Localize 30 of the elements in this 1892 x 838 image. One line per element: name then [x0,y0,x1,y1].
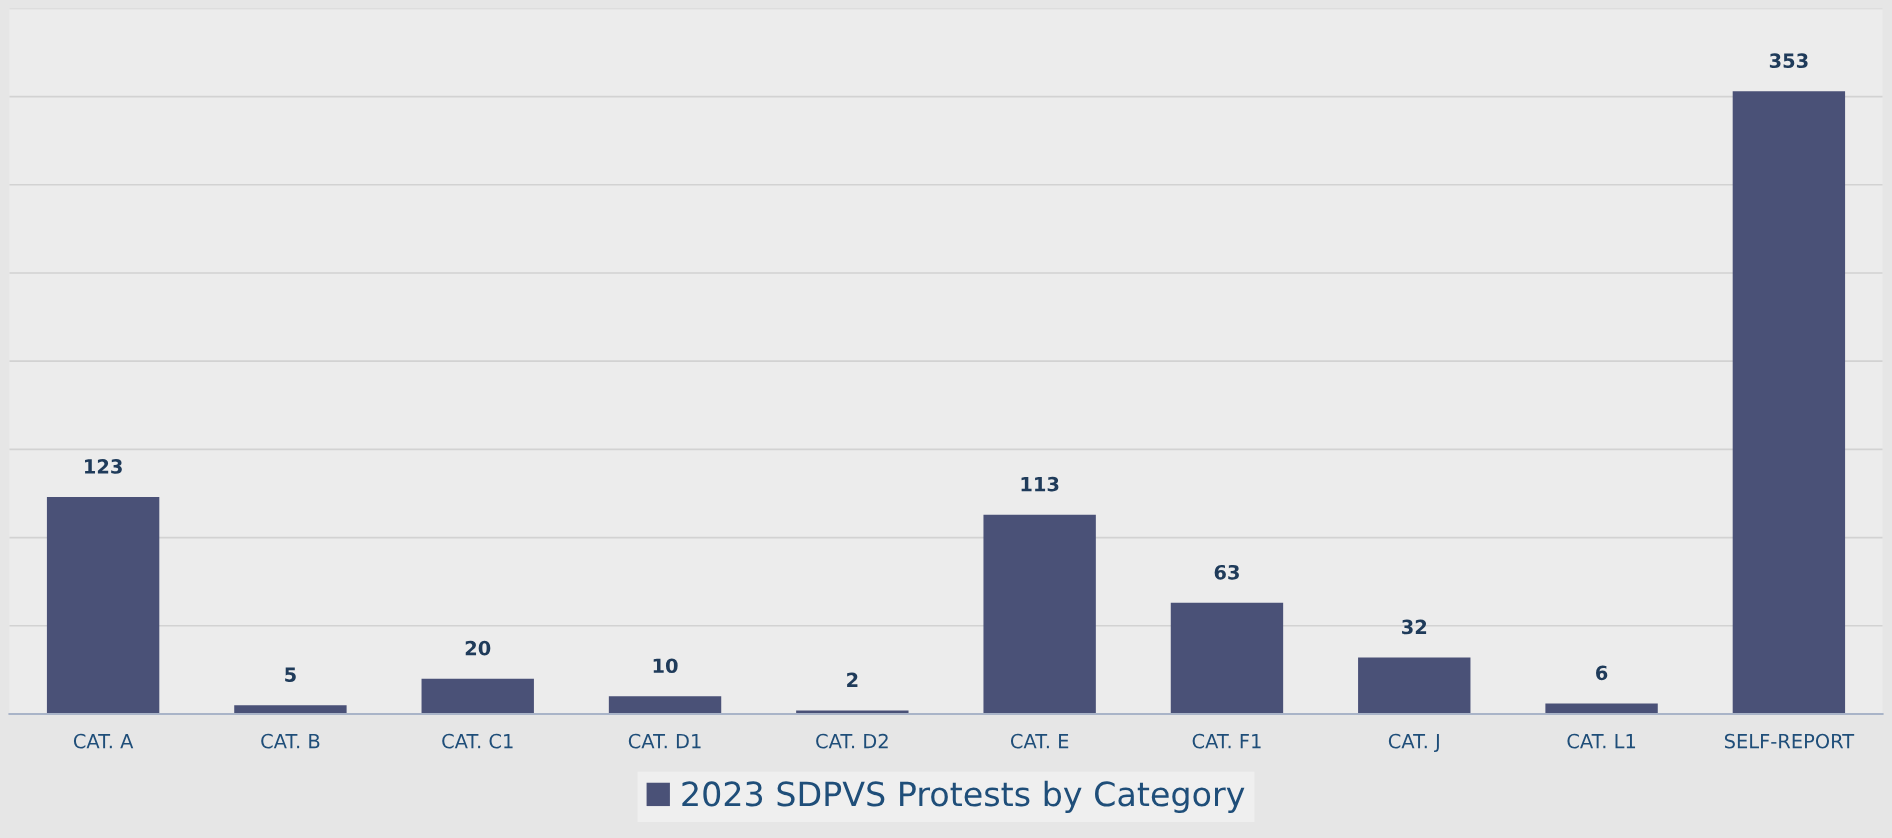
x-tick-label: CAT. E [1010,733,1069,749]
x-tick-label: SELF-REPORT [1724,733,1855,749]
bar [608,696,722,714]
x-tick-label: CAT. J [1388,733,1439,753]
x-tick-label: CAT. L1 [1567,733,1636,749]
bar [1170,602,1284,714]
bar [983,514,1096,714]
x-tick-label: CAT. B [261,733,320,749]
data-label: 2 [847,672,858,687]
data-label: 63 [1214,564,1239,580]
x-tick-label: CAT. D1 [628,733,701,749]
x-tick-label: CAT. A [73,733,134,749]
bar [1358,657,1471,714]
data-label: 5 [285,667,296,682]
data-label: 123 [85,459,122,474]
x-tick-label: CAT. D2 [816,733,888,749]
legend-label: 2023 SDPVS Protests by Category [682,780,1245,813]
data-label: 6 [1596,665,1608,681]
bar [421,678,534,714]
bar [46,497,160,714]
bar [234,705,347,714]
data-label: 20 [465,640,491,656]
x-tick-label: CAT. C1 [442,733,513,749]
bar [1545,703,1658,714]
data-label: 353 [1769,53,1808,69]
x-tick-label: CAT. F1 [1192,733,1261,749]
data-label: 113 [1021,476,1059,492]
data-label: 10 [653,658,678,674]
bar [1732,91,1846,714]
data-label: 32 [1402,619,1427,635]
